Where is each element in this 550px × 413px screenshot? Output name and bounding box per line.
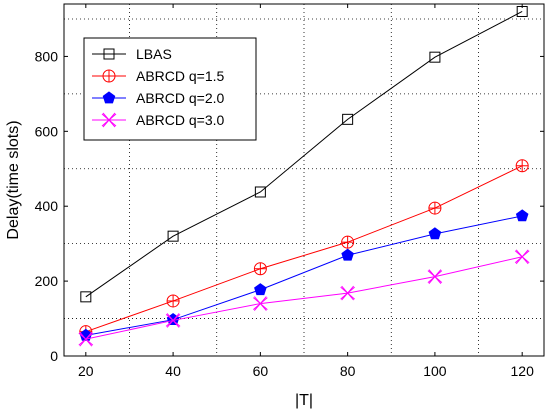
legend-marker — [102, 69, 116, 83]
data-point — [80, 291, 92, 303]
x-tick-label: 100 — [423, 363, 447, 379]
series-line — [85, 256, 523, 340]
data-point — [340, 285, 355, 301]
data-point — [254, 283, 267, 296]
data-point — [166, 294, 180, 308]
series-line — [85, 215, 523, 336]
legend-label: ABRCD q=3.0 — [136, 112, 225, 128]
y-tick-label: 0 — [50, 348, 58, 364]
series-group — [79, 209, 529, 341]
legend-item: LBAS — [92, 46, 172, 62]
data-point — [429, 51, 441, 63]
legend-label: LBAS — [136, 46, 172, 62]
legend: LBAS ABRCD q=1.5 ABRCD q=2.0 ABRCD q=3.0 — [83, 37, 257, 141]
series-line — [85, 11, 523, 298]
data-point — [253, 296, 268, 311]
series-group — [80, 5, 528, 303]
x-tick-label: 20 — [78, 363, 94, 379]
x-tick-label: 80 — [340, 363, 356, 379]
legend-label: ABRCD q=2.0 — [136, 90, 225, 106]
data-point — [78, 331, 94, 347]
data-point — [428, 201, 442, 215]
y-tick-label: 800 — [35, 48, 59, 64]
data-point — [341, 248, 354, 261]
data-point — [515, 209, 529, 222]
x-tick-label: 120 — [511, 363, 535, 379]
data-point — [165, 313, 181, 328]
legend-label: ABRCD q=1.5 — [136, 68, 225, 84]
legend-marker — [103, 48, 115, 60]
x-tick-label: 60 — [253, 363, 269, 379]
x-tick-label: 40 — [165, 363, 181, 379]
y-tick-label: 600 — [35, 123, 59, 139]
legend-item: ABRCD q=3.0 — [92, 112, 225, 128]
grid — [64, 4, 544, 356]
data-point — [167, 230, 179, 242]
y-axis-title: Delay(time slots) — [5, 120, 22, 239]
data-point — [342, 113, 354, 125]
y-tick-label: 200 — [35, 273, 59, 289]
data-point — [254, 186, 266, 198]
legend-marker — [102, 91, 116, 104]
x-axis-title: |T| — [295, 392, 313, 409]
data-point — [514, 249, 530, 265]
legend-item: ABRCD q=2.0 — [92, 90, 225, 106]
series-line — [85, 165, 523, 333]
data-point — [253, 262, 267, 276]
axis-ticks: 20 40 60 80 100 120 0 200 400 600 800 — [35, 4, 544, 379]
legend-item: ABRCD q=1.5 — [92, 68, 225, 84]
data-point — [515, 159, 529, 173]
plot-frame — [63, 3, 545, 357]
data-point — [341, 235, 355, 249]
legend-marker — [101, 112, 117, 128]
data-point — [428, 227, 442, 240]
y-tick-label: 400 — [35, 198, 59, 214]
series — [78, 5, 530, 347]
data-point — [516, 5, 528, 17]
data-point — [427, 269, 443, 284]
series-group — [78, 249, 530, 347]
